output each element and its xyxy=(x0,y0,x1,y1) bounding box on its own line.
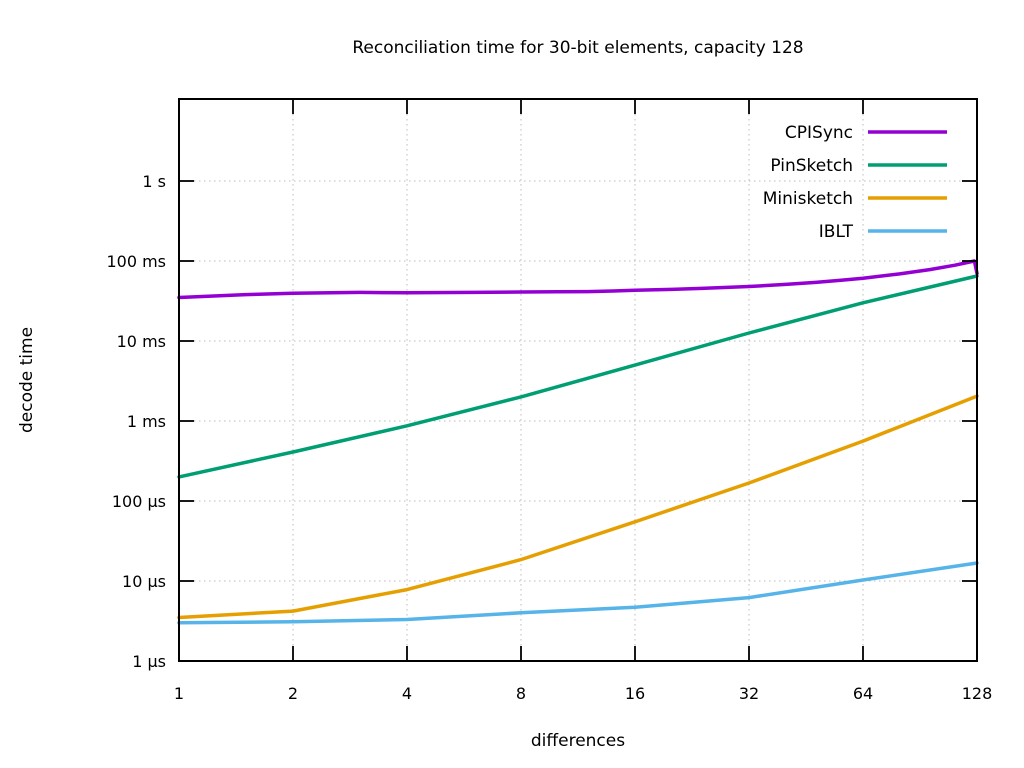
x-tick-label: 2 xyxy=(288,684,298,703)
legend-label-iblt: IBLT xyxy=(819,222,854,242)
x-tick-label: 64 xyxy=(853,684,873,703)
x-tick-label: 32 xyxy=(739,684,759,703)
y-tick-label: 1 s xyxy=(142,172,166,191)
series-line-cpisync xyxy=(177,259,979,300)
plot-border xyxy=(178,98,978,662)
series-line-minisketch xyxy=(177,394,979,620)
x-axis-label: differences xyxy=(530,731,626,751)
x-tick-label: 1 xyxy=(174,684,184,703)
chart-title: Reconciliation time for 30-bit elements,… xyxy=(352,38,804,58)
series-line-iblt xyxy=(177,561,979,625)
y-tick-label: 100 µs xyxy=(112,492,166,511)
x-tick-label: 8 xyxy=(516,684,526,703)
y-tick-label: 1 µs xyxy=(132,652,166,671)
legend-label-cpisync: CPISync xyxy=(785,123,853,143)
series-line-pinsketch xyxy=(177,274,979,479)
y-tick-label: 10 µs xyxy=(122,572,166,591)
y-tick-label: 10 ms xyxy=(117,332,166,351)
x-tick-label: 4 xyxy=(402,684,412,703)
x-tick-label: 16 xyxy=(625,684,645,703)
y-tick-label: 1 ms xyxy=(127,412,166,431)
y-tick-label: 100 ms xyxy=(106,252,166,271)
x-tick-label: 128 xyxy=(962,684,993,703)
legend-label-minisketch: Minisketch xyxy=(763,189,853,209)
legend-label-pinsketch: PinSketch xyxy=(770,156,853,176)
